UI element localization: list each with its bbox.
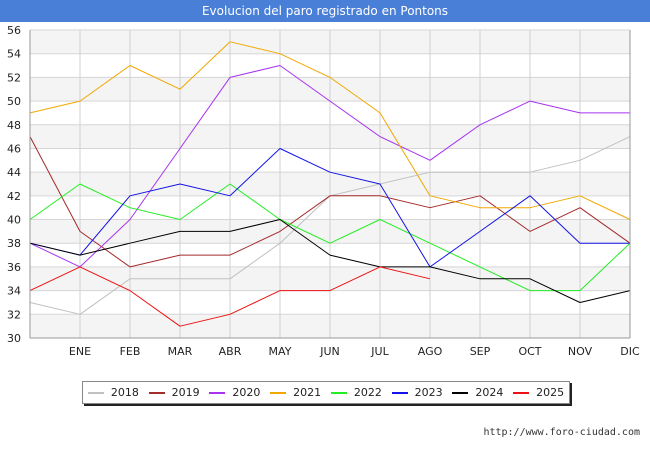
legend-swatch [513, 391, 530, 394]
y-tick-label: 48 [7, 119, 21, 132]
y-tick-label: 36 [7, 261, 21, 274]
legend-item-2020: 2020 [209, 386, 260, 399]
x-tick-label: MAY [269, 345, 292, 358]
x-tick-label: DIC [620, 345, 640, 358]
y-tick-label: 52 [7, 71, 21, 84]
series-line-2020 [29, 65, 630, 268]
series-line-2021 [29, 41, 631, 220]
y-tick-label: 38 [7, 237, 21, 250]
series-lines [29, 41, 631, 327]
series-line-2025 [29, 266, 431, 327]
x-tick-label: ABR [219, 345, 242, 358]
x-tick-label: JUL [370, 345, 389, 358]
x-tick-label: OCT [518, 345, 541, 358]
x-tick-label: MAR [168, 345, 193, 358]
legend-swatch [87, 391, 104, 394]
series-line-2022 [29, 183, 631, 292]
y-tick-labels: 30 32 34 36 38 40 42 44 46 48 50 52 54 56 [7, 24, 21, 345]
x-tick-label: NOV [568, 345, 593, 358]
y-tick-label: 32 [7, 308, 21, 321]
legend-swatch [452, 391, 469, 394]
legend-item-2024: 2024 [452, 386, 503, 399]
series-line-2019 [29, 136, 631, 268]
y-tick-label: 56 [7, 24, 21, 37]
legend-label: 2025 [536, 386, 565, 399]
y-tick-label: 40 [7, 214, 21, 227]
x-tick-label: FEB [120, 345, 141, 358]
legend-label: 2022 [353, 386, 382, 399]
y-tick-label: 42 [7, 190, 21, 203]
legend-item-2022: 2022 [330, 386, 382, 399]
series-line-2024 [29, 219, 631, 303]
series-line-2023 [29, 148, 630, 268]
y-tick-label: 46 [7, 142, 21, 155]
x-tick-label: AGO [418, 345, 443, 358]
legend: 2018 2019 2020 2021 2022 2023 2024 2025 [82, 381, 570, 404]
legend-label: 2021 [293, 386, 322, 399]
chart-title: Evolucion del paro registrado en Pontons [201, 4, 449, 18]
y-tick-label: 30 [7, 332, 21, 345]
plot-axes [29, 30, 631, 339]
legend-label: 2023 [414, 386, 443, 399]
legend-item-2021: 2021 [270, 386, 321, 399]
x-tick-label: JUN [319, 345, 340, 358]
legend-item-2023: 2023 [391, 386, 443, 399]
legend-label: 2019 [171, 386, 200, 399]
legend-item-2019: 2019 [148, 386, 200, 399]
legend-label: 2024 [475, 386, 504, 399]
legend-label: 2018 [110, 386, 139, 399]
legend-swatch [209, 391, 226, 394]
chart-title-bar: Evolucion del paro registrado en Pontons [0, 0, 650, 22]
legend-item-2025: 2025 [513, 386, 564, 399]
y-tick-label: 54 [7, 48, 21, 61]
y-tick-label: 44 [7, 166, 21, 179]
legend-swatch [270, 391, 287, 394]
x-tick-labels: ENE FEB MAR ABR MAY JUN JUL AGO SEP OCT NOV DIC [69, 345, 640, 358]
legend-label: 2020 [232, 386, 261, 399]
y-tick-label: 34 [7, 285, 21, 298]
x-tick-label: SEP [470, 345, 491, 358]
x-tick-label: ENE [69, 345, 91, 358]
legend-swatch [391, 391, 408, 394]
legend-swatch [148, 391, 165, 394]
footer-url: http://www.foro-ciudad.com [483, 427, 640, 438]
y-tick-label: 50 [7, 95, 21, 108]
legend-item-2018: 2018 [87, 386, 139, 399]
legend-swatch [330, 391, 347, 394]
